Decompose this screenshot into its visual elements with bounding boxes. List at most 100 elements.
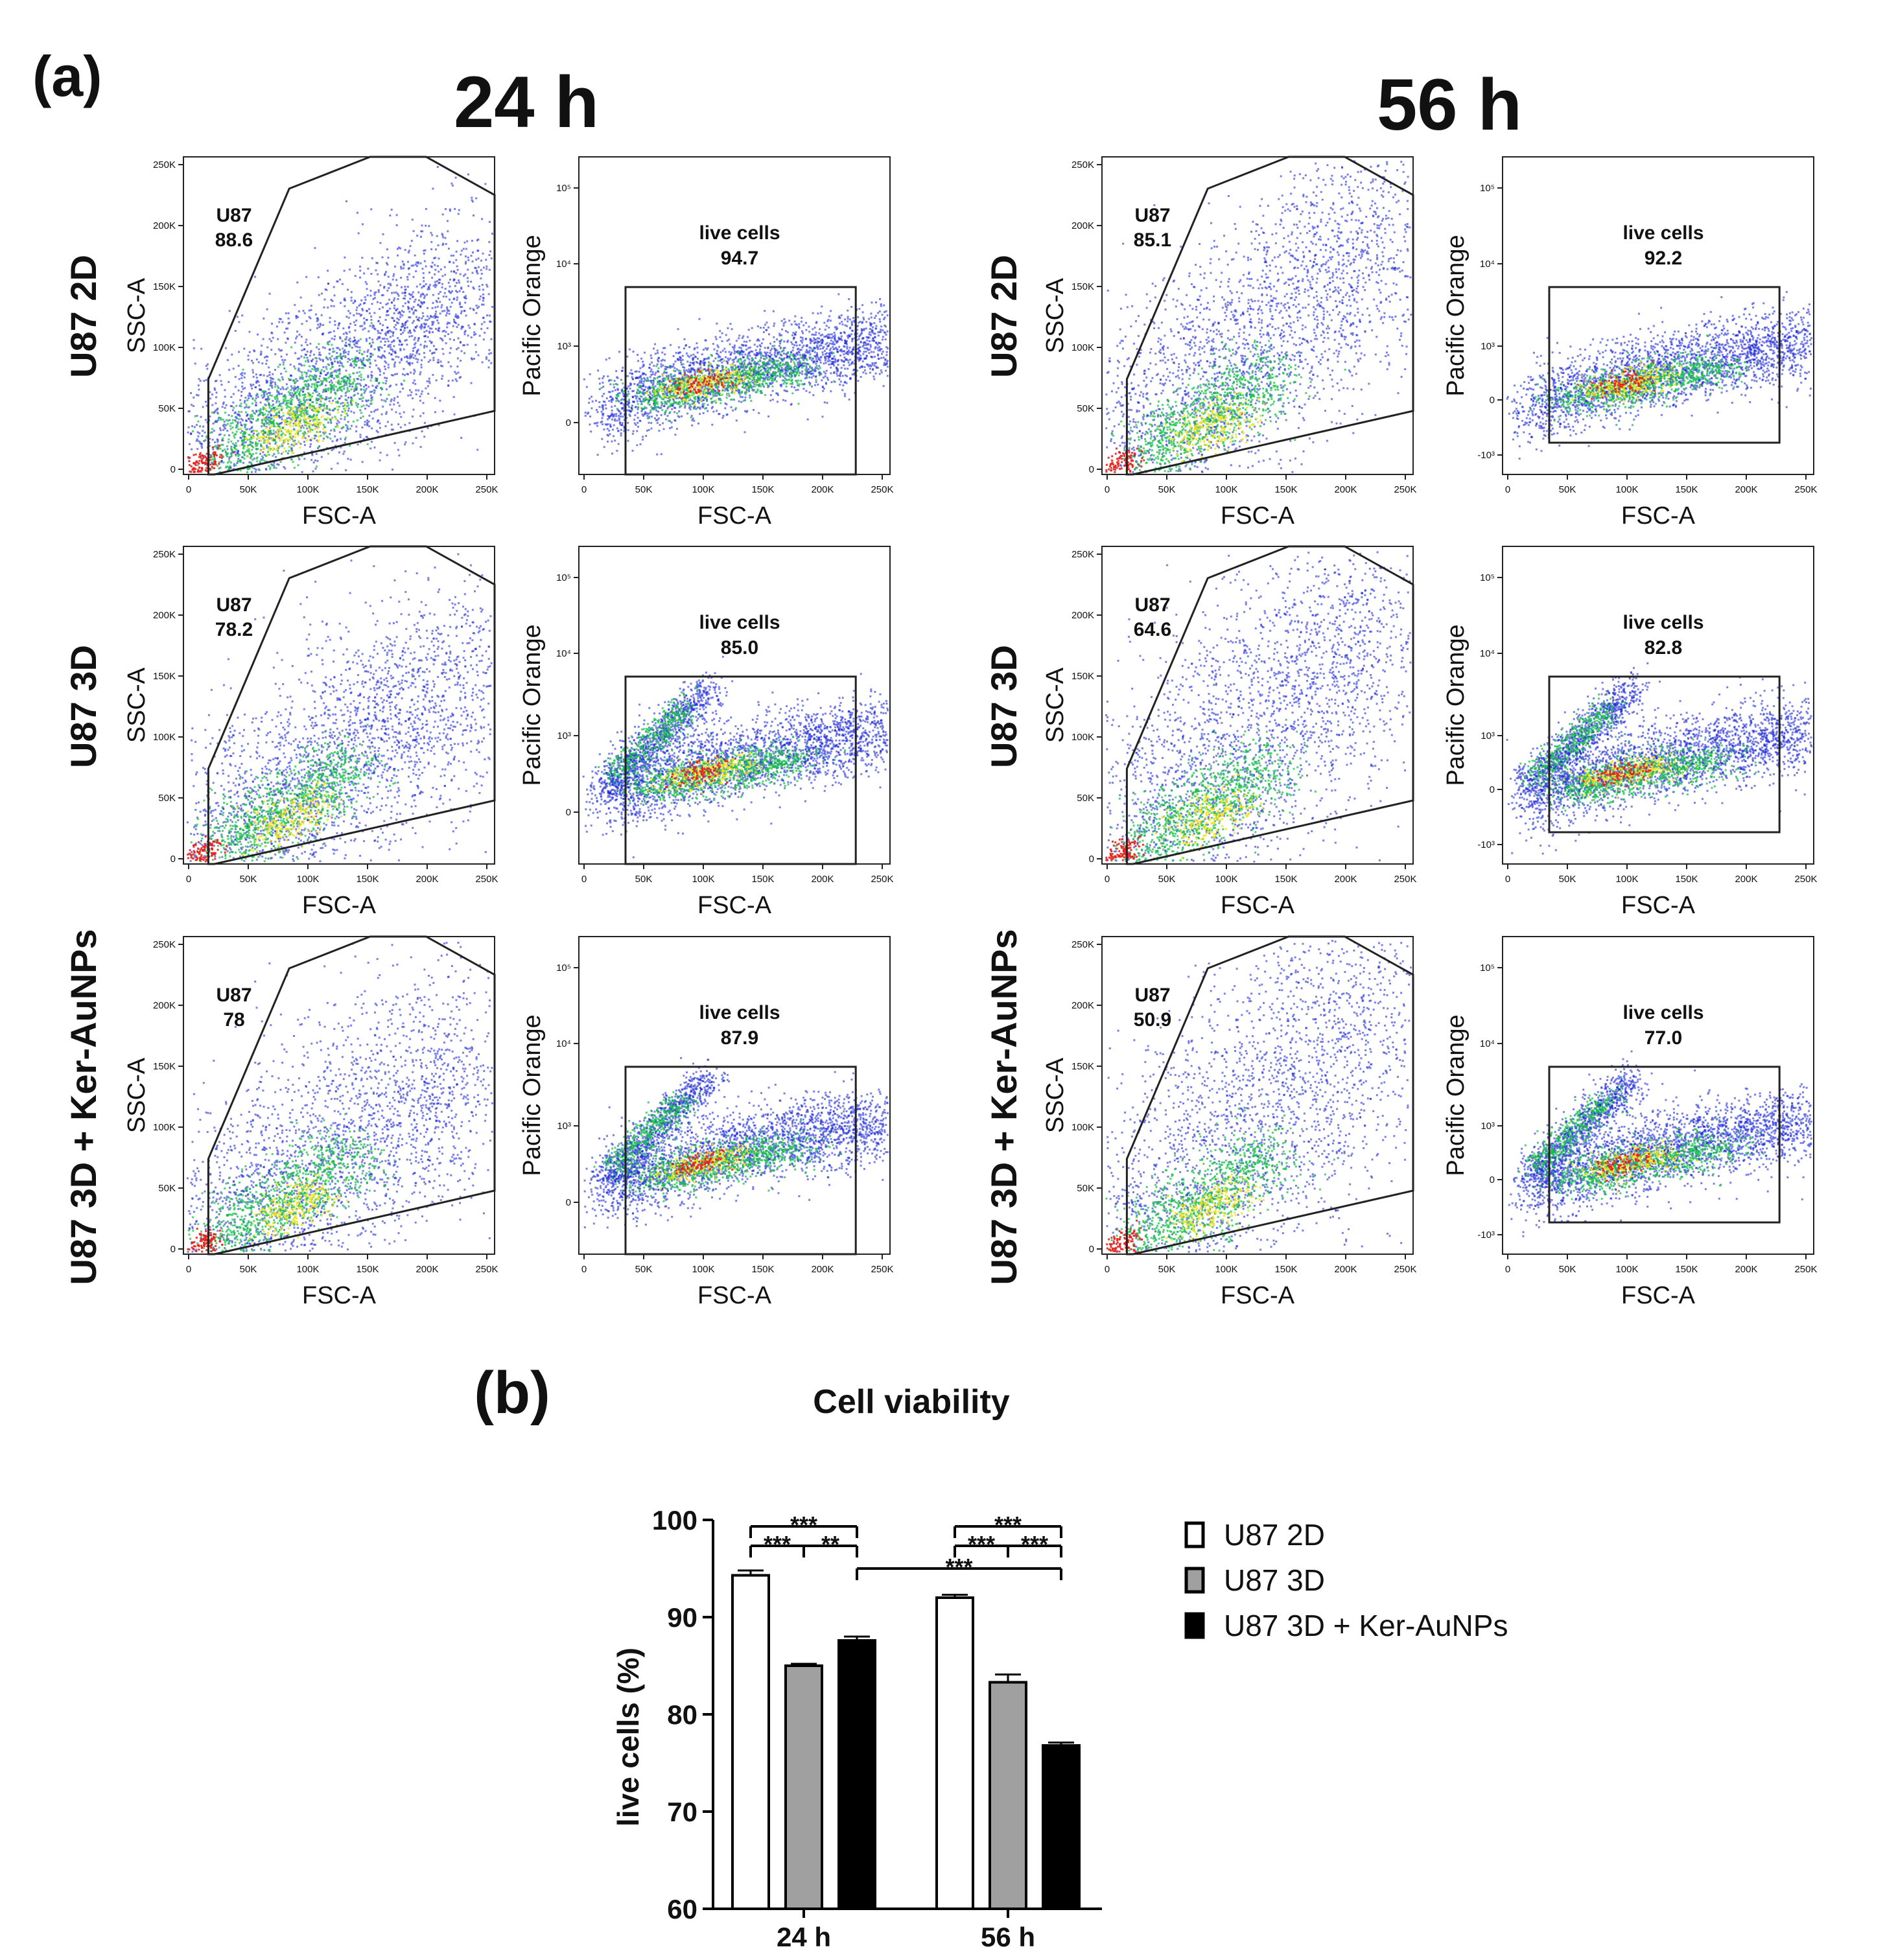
event-dot: [379, 323, 381, 325]
event-dot: [401, 314, 403, 316]
event-dot: [430, 241, 432, 243]
event-dot: [347, 410, 349, 412]
event-dot: [397, 255, 399, 257]
event-dot: [323, 366, 325, 368]
event-dot: [190, 392, 192, 394]
event-dot: [448, 282, 450, 284]
event-dot: [423, 277, 425, 279]
event-dot: [263, 338, 264, 340]
event-dot: [439, 301, 441, 303]
event-dot: [449, 352, 451, 354]
event-dot: [345, 469, 347, 471]
event-dot: [414, 339, 416, 341]
event-dot: [472, 272, 474, 274]
event-dot: [451, 183, 452, 185]
event-dot: [439, 291, 441, 293]
event-dot: [421, 430, 423, 432]
event-dot: [301, 344, 303, 346]
event-dot: [486, 314, 488, 316]
row-label-24h-u87-2d: U87 2D: [63, 255, 104, 378]
event-dot: [266, 416, 268, 418]
event-dot: [232, 402, 234, 404]
event-dot: [262, 451, 264, 453]
event-dot: [363, 386, 365, 388]
event-dot: [209, 391, 211, 393]
event-dot: [372, 342, 374, 344]
event-dot: [198, 378, 200, 380]
event-dot: [246, 406, 248, 408]
event-dot: [276, 325, 278, 327]
event-dot: [374, 447, 376, 449]
event-dot: [423, 285, 425, 287]
event-dot: [458, 213, 460, 215]
event-dot: [196, 394, 198, 396]
event-dot: [363, 272, 365, 274]
event-dot: [370, 319, 372, 321]
y-tick-label: 200K: [153, 220, 176, 231]
y-tick-label: 50K: [158, 403, 176, 414]
event-dot: [251, 471, 253, 473]
event-dot: [456, 366, 458, 368]
event-dot: [228, 414, 230, 416]
event-dot: [364, 296, 366, 298]
event-dot: [412, 291, 414, 293]
panel-a-label: (a): [32, 44, 102, 108]
event-dot: [371, 338, 373, 340]
event-dot: [349, 331, 351, 333]
event-dot: [281, 393, 283, 395]
event-dot: [403, 267, 404, 269]
event-dot: [395, 384, 397, 386]
event-dot: [191, 449, 193, 450]
event-dot: [435, 349, 437, 351]
row-label-24h-u87-3d: U87 3D: [63, 645, 104, 768]
event-dot: [460, 437, 462, 439]
event-dot: [235, 386, 237, 388]
timepoint-56h-header: 56 h: [1377, 64, 1522, 145]
event-dot: [237, 458, 239, 460]
event-dot: [365, 281, 367, 283]
event-dot: [343, 388, 345, 390]
event-dot: [403, 311, 404, 313]
event-dot: [408, 310, 410, 312]
event-dot: [423, 412, 425, 414]
event-dot: [325, 366, 327, 368]
event-dot: [420, 446, 422, 448]
event-dot: [268, 374, 270, 376]
event-dot: [412, 350, 414, 352]
event-dot: [339, 431, 341, 433]
event-dot: [490, 352, 492, 354]
event-dot: [305, 276, 307, 278]
event-dot: [250, 457, 252, 459]
event-dot: [417, 319, 419, 321]
event-dot: [409, 362, 411, 364]
event-dot: [270, 332, 272, 334]
event-dot: [329, 357, 331, 359]
event-dot: [266, 375, 268, 377]
event-dot: [328, 332, 330, 334]
event-dot: [429, 382, 431, 384]
event-dot: [480, 296, 482, 298]
event-dot: [421, 359, 423, 361]
event-dot: [467, 281, 469, 283]
event-dot: [240, 391, 242, 393]
event-dot: [385, 319, 387, 321]
event-dot: [197, 431, 199, 433]
event-dot: [413, 373, 415, 375]
event-dot: [408, 422, 410, 424]
event-dot: [379, 285, 381, 286]
event-dot: [380, 452, 382, 454]
event-dot: [489, 269, 491, 271]
event-dot: [337, 327, 339, 329]
event-dot: [456, 326, 458, 328]
event-dot: [423, 436, 425, 438]
event-dot: [360, 417, 362, 419]
event-dot: [345, 369, 347, 371]
event-dot: [205, 401, 207, 402]
event-dot: [274, 353, 276, 355]
row-label-56h-u87-3d: U87 3D: [983, 645, 1024, 768]
event-dot: [338, 452, 340, 454]
event-dot: [447, 309, 449, 310]
event-dot: [324, 347, 326, 349]
event-dot: [456, 348, 458, 350]
event-dot: [355, 275, 357, 277]
